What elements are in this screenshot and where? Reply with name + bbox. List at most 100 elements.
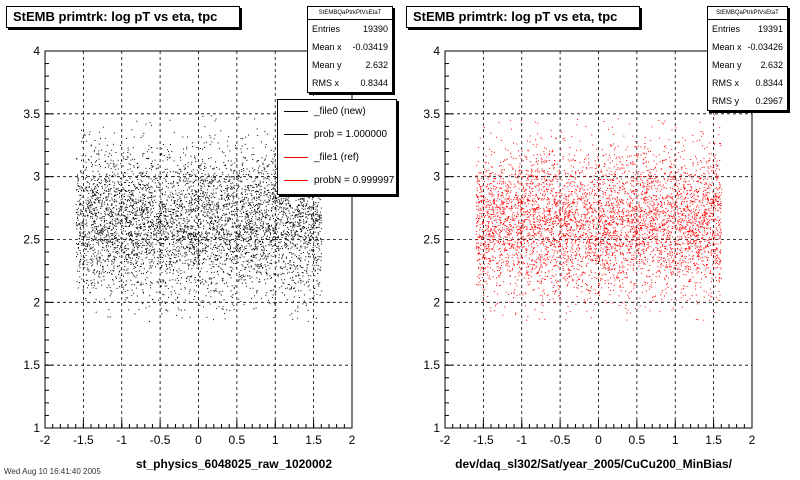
scatter-point xyxy=(148,259,150,261)
scatter-point xyxy=(273,245,275,247)
scatter-point xyxy=(274,194,276,196)
scatter-point xyxy=(108,177,110,179)
scatter-point xyxy=(191,190,193,192)
scatter-point xyxy=(173,270,175,272)
scatter-point xyxy=(146,234,148,236)
scatter-point xyxy=(268,225,270,227)
scatter-point xyxy=(272,198,274,200)
scatter-point xyxy=(291,287,292,289)
scatter-point xyxy=(194,199,196,201)
scatter-point xyxy=(321,207,322,209)
scatter-point xyxy=(299,198,301,200)
scatter-point xyxy=(97,179,98,181)
scatter-point xyxy=(112,258,114,260)
scatter-point xyxy=(113,200,115,202)
scatter-point xyxy=(234,169,236,171)
scatter-point xyxy=(134,242,136,244)
scatter-point xyxy=(256,277,258,279)
scatter-point xyxy=(156,281,158,283)
scatter-point xyxy=(210,221,212,223)
scatter-point xyxy=(273,138,274,140)
scatter-point xyxy=(286,222,288,224)
scatter-point xyxy=(194,191,196,193)
scatter-point xyxy=(225,223,227,225)
scatter-point xyxy=(277,205,279,207)
scatter-point xyxy=(313,212,314,214)
scatter-point xyxy=(184,197,186,199)
scatter-point xyxy=(132,147,134,149)
scatter-point xyxy=(207,238,209,240)
scatter-point xyxy=(243,229,245,230)
scatter-point xyxy=(243,238,245,239)
scatter-point xyxy=(77,174,78,176)
scatter-point xyxy=(290,247,292,249)
scatter-point xyxy=(193,209,195,211)
scatter-point xyxy=(158,224,160,226)
scatter-point xyxy=(172,220,174,222)
scatter-point xyxy=(83,239,85,241)
scatter-point xyxy=(204,239,206,241)
scatter-point xyxy=(302,198,304,200)
scatter-point xyxy=(314,222,316,224)
scatter-point xyxy=(238,225,240,227)
scatter-point xyxy=(217,258,218,260)
scatter-point xyxy=(124,172,125,173)
scatter-point xyxy=(178,205,180,207)
scatter-point xyxy=(304,212,306,214)
scatter-point xyxy=(191,211,193,212)
scatter-point xyxy=(226,184,228,186)
scatter-point xyxy=(321,243,323,245)
scatter-point xyxy=(187,276,189,277)
scatter-point xyxy=(146,171,148,173)
scatter-point xyxy=(199,249,201,251)
scatter-point xyxy=(176,239,178,241)
scatter-point xyxy=(269,228,271,230)
scatter-point xyxy=(231,261,233,263)
scatter-point xyxy=(179,206,181,208)
scatter-point xyxy=(174,290,175,292)
scatter-point xyxy=(237,188,239,190)
scatter-point xyxy=(155,243,157,245)
scatter-point xyxy=(138,309,140,311)
scatter-point xyxy=(226,240,228,242)
scatter-point xyxy=(282,211,284,213)
scatter-point xyxy=(205,205,207,207)
scatter-point xyxy=(112,181,114,183)
scatter-point xyxy=(155,168,157,170)
scatter-point xyxy=(229,245,231,247)
scatter-point xyxy=(162,171,164,173)
scatter-point xyxy=(185,168,186,169)
scatter-point xyxy=(162,211,164,213)
scatter-point xyxy=(253,224,255,226)
scatter-point xyxy=(265,217,267,219)
scatter-point xyxy=(142,194,144,196)
scatter-point xyxy=(291,227,293,229)
scatter-point xyxy=(275,169,277,170)
scatter-point xyxy=(118,274,120,275)
scatter-point xyxy=(110,168,112,170)
scatter-point xyxy=(91,213,93,215)
scatter-point xyxy=(244,246,246,248)
scatter-point xyxy=(257,170,259,172)
scatter-point xyxy=(268,243,270,245)
scatter-point xyxy=(179,237,181,239)
scatter-point xyxy=(115,205,117,207)
scatter-point xyxy=(266,229,268,231)
scatter-point xyxy=(127,157,129,159)
scatter-point xyxy=(164,249,166,251)
scatter-point xyxy=(139,207,140,209)
scatter-point xyxy=(244,231,246,233)
scatter-point xyxy=(320,214,322,216)
scatter-point xyxy=(92,261,94,263)
scatter-point xyxy=(275,314,277,316)
scatter-point xyxy=(156,147,158,149)
scatter-point xyxy=(243,170,245,172)
scatter-point xyxy=(153,207,155,209)
scatter-point xyxy=(135,245,137,247)
scatter-point xyxy=(223,241,225,243)
scatter-point xyxy=(79,276,81,278)
scatter-point xyxy=(253,257,255,258)
scatter-point xyxy=(98,212,100,214)
scatter-point xyxy=(306,236,307,238)
scatter-point xyxy=(211,277,213,279)
